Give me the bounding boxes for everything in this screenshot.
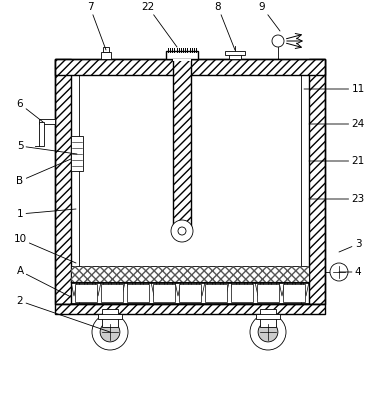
Bar: [166, 51, 198, 59]
Bar: [55, 59, 71, 304]
Text: 2: 2: [17, 296, 110, 332]
Text: 11: 11: [304, 84, 365, 94]
Bar: [309, 59, 325, 304]
Circle shape: [92, 314, 128, 350]
Bar: [309, 59, 325, 304]
Text: 7: 7: [87, 2, 106, 50]
Bar: [257, 284, 279, 302]
Bar: [71, 266, 309, 282]
Bar: [256, 314, 280, 319]
Bar: [101, 52, 111, 59]
Bar: [229, 52, 241, 59]
Bar: [153, 284, 175, 302]
Circle shape: [272, 35, 284, 47]
Circle shape: [171, 220, 193, 242]
Bar: [283, 284, 305, 302]
Text: 10: 10: [13, 234, 76, 263]
Text: 5: 5: [17, 141, 77, 154]
Text: 4: 4: [339, 267, 361, 277]
Bar: [71, 283, 309, 303]
Circle shape: [258, 322, 278, 342]
Bar: [71, 136, 83, 171]
Bar: [179, 284, 201, 302]
Text: 9: 9: [259, 2, 280, 31]
Text: B: B: [16, 159, 71, 186]
Bar: [71, 266, 309, 282]
Bar: [98, 314, 122, 319]
Text: 1: 1: [17, 209, 76, 219]
Bar: [260, 309, 276, 327]
Bar: [205, 284, 227, 302]
Bar: [173, 59, 191, 61]
Text: A: A: [16, 266, 71, 297]
Bar: [55, 304, 325, 314]
Bar: [225, 51, 245, 55]
Bar: [55, 304, 325, 314]
Bar: [127, 284, 149, 302]
Text: 23: 23: [309, 194, 365, 204]
Text: 6: 6: [17, 99, 43, 122]
Bar: [55, 59, 325, 304]
Bar: [102, 309, 118, 327]
Bar: [173, 59, 191, 231]
Bar: [39, 122, 44, 146]
Text: 22: 22: [141, 2, 177, 47]
Bar: [55, 59, 325, 75]
Bar: [103, 47, 109, 52]
Bar: [173, 59, 191, 231]
Bar: [101, 284, 123, 302]
Text: 24: 24: [309, 119, 365, 129]
Circle shape: [330, 263, 348, 281]
Circle shape: [178, 227, 186, 235]
Bar: [55, 59, 325, 75]
Bar: [231, 284, 253, 302]
Circle shape: [250, 314, 286, 350]
Text: 8: 8: [215, 2, 235, 50]
Circle shape: [100, 322, 120, 342]
Text: 21: 21: [309, 156, 365, 166]
Bar: [75, 284, 97, 302]
Text: 3: 3: [339, 239, 361, 252]
Bar: [55, 59, 71, 304]
Bar: [39, 119, 55, 124]
